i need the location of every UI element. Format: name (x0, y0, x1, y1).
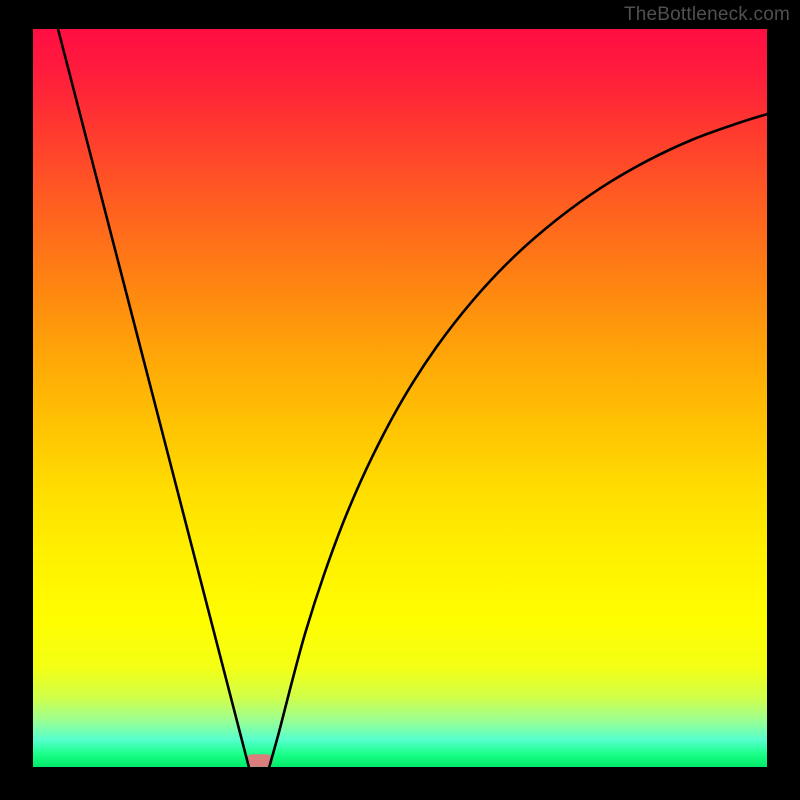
chart-stage: TheBottleneck.com (0, 0, 800, 800)
watermark-text: TheBottleneck.com (624, 4, 790, 26)
bottleneck-chart (0, 0, 800, 800)
plot-background-gradient (32, 28, 768, 768)
